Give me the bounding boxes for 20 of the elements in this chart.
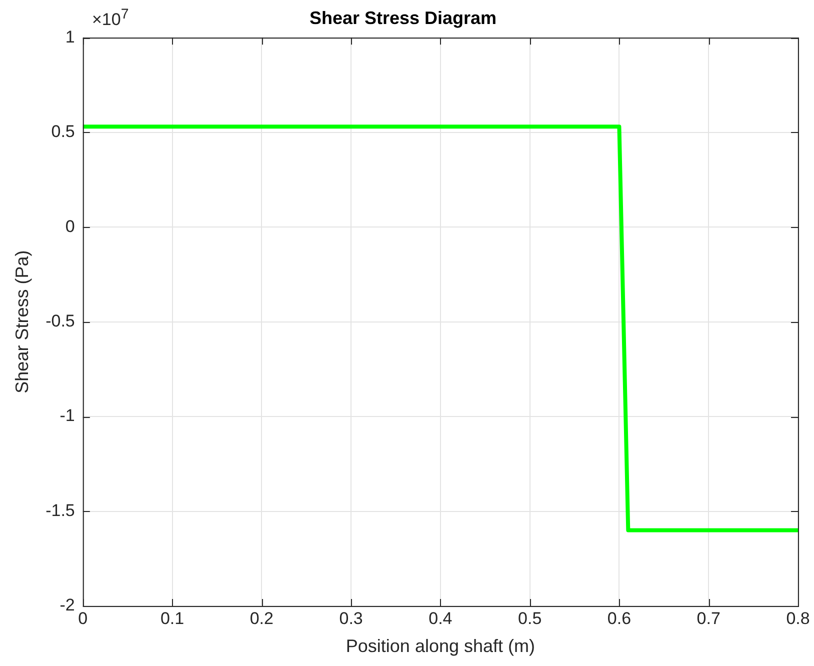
y-axis-title: Shear Stress (Pa) [12, 250, 32, 394]
y-tick-label: -1.5 [46, 500, 75, 520]
y-tick-label: 1 [65, 27, 75, 46]
x-tick-label: 0.1 [160, 608, 184, 628]
chart-title: Shear Stress Diagram [309, 8, 497, 28]
text: ×10$^{7}$ [92, 6, 129, 29]
x-tick-label: 0.5 [518, 608, 542, 628]
y-tick-label: -1 [60, 406, 75, 426]
x-tick-label: 0.3 [339, 608, 363, 628]
x-tick-label: 0.7 [696, 608, 720, 628]
y-tick-label: -2 [60, 596, 75, 615]
y-tick-label: 0 [65, 216, 75, 236]
x-tick-label: 0.8 [786, 608, 810, 628]
x-tick-label: 0 [78, 608, 88, 628]
y-tick-label: 0.5 [51, 122, 75, 142]
y-tick-label: -0.5 [46, 311, 75, 330]
x-axis-title: Position along shaft (m) [346, 636, 535, 656]
x-tick-label: 0.4 [428, 608, 452, 628]
x-tick-label: 0.2 [250, 608, 274, 628]
x-tick-label: 0.6 [607, 608, 632, 628]
